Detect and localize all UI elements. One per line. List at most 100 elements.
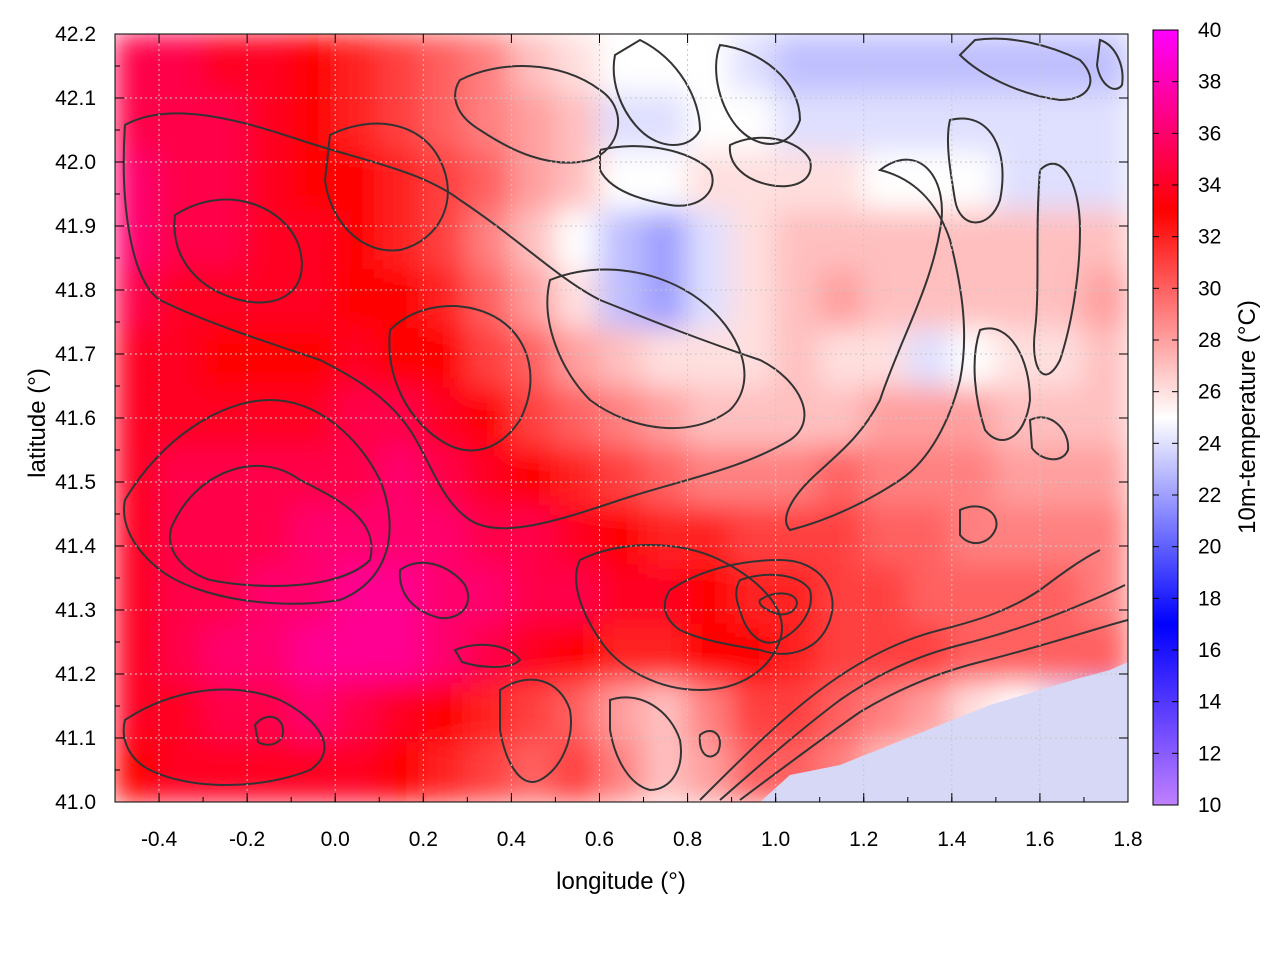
heatmap-cell <box>422 328 469 390</box>
heatmap-cell <box>378 328 425 390</box>
heatmap-cell <box>378 210 425 272</box>
heatmap-cell <box>158 151 205 213</box>
contour-line <box>398 561 470 620</box>
heatmap-cell <box>598 505 645 567</box>
heatmap-cell <box>510 623 557 685</box>
heatmap-cell <box>730 151 777 213</box>
x-tick-label: 0.2 <box>409 828 438 851</box>
heatmap-cell <box>730 210 777 272</box>
heatmap-cell <box>554 623 601 685</box>
heatmap-cell <box>115 210 161 272</box>
colorbar-tick-label: 12 <box>1198 742 1221 765</box>
heatmap-cell <box>1082 210 1128 272</box>
heatmap-cell <box>466 269 513 331</box>
heatmap-cell <box>1082 328 1128 390</box>
heatmap-cell <box>642 210 689 272</box>
heatmap-cell <box>115 446 161 508</box>
heatmap-cell <box>818 92 865 154</box>
heatmap-cell <box>950 387 997 449</box>
heatmap-cell <box>290 269 337 331</box>
y-tick-label: 41.3 <box>55 599 96 622</box>
heatmap-cell <box>686 564 733 626</box>
heatmap-cell <box>334 328 381 390</box>
heatmap-cell <box>202 682 249 744</box>
heatmap-cell <box>466 92 513 154</box>
heatmap-cell <box>115 505 161 567</box>
contour-line <box>698 730 721 758</box>
heatmap-cell <box>1038 446 1085 508</box>
heatmap-cell <box>554 92 601 154</box>
heatmap-cell <box>818 446 865 508</box>
heatmap-cell <box>774 210 821 272</box>
heatmap-cell <box>158 623 205 685</box>
x-tick-label: 1.0 <box>761 828 790 851</box>
heatmap-cell <box>1082 446 1128 508</box>
contour-line <box>719 584 1126 801</box>
heatmap-cell <box>115 151 161 213</box>
heatmap-cell <box>378 92 425 154</box>
heatmap-cell <box>158 682 205 744</box>
contour-line <box>173 198 303 304</box>
heatmap-cell <box>642 505 689 567</box>
contour-line <box>739 619 1128 801</box>
heatmap-cell <box>642 564 689 626</box>
heatmap-cell <box>686 92 733 154</box>
heatmap-cell <box>334 151 381 213</box>
colorbar-tick-label: 38 <box>1198 71 1221 94</box>
colorbar-tick-label: 28 <box>1198 329 1221 352</box>
colorbar-tick-label: 26 <box>1198 381 1221 404</box>
heatmap-cell <box>818 151 865 213</box>
heatmap-cell <box>510 446 557 508</box>
heatmap-cell <box>642 34 689 95</box>
heatmap-cell <box>378 564 425 626</box>
colorbar-tick-label: 18 <box>1198 587 1221 610</box>
heatmap-cell <box>686 446 733 508</box>
heatmap-cell <box>906 328 953 390</box>
heatmap-cell <box>554 682 601 744</box>
heatmap-cell <box>730 269 777 331</box>
colorbar-tick-label: 24 <box>1198 432 1222 455</box>
heatmap-cell <box>598 446 645 508</box>
heatmap-cell <box>246 741 293 802</box>
heatmap-cell <box>422 682 469 744</box>
heatmap-cell <box>686 210 733 272</box>
contour-line <box>728 136 812 188</box>
y-tick-label: 41.8 <box>55 279 96 302</box>
heatmap-cell <box>686 269 733 331</box>
heatmap-cell <box>290 682 337 744</box>
sea-region <box>760 662 1128 802</box>
heatmap-cell <box>378 623 425 685</box>
heatmap-cell <box>950 446 997 508</box>
heatmap-cell <box>290 328 337 390</box>
heatmap-cell <box>290 446 337 508</box>
heatmap-cell <box>774 564 821 626</box>
heatmap-cell <box>598 269 645 331</box>
contour-line <box>253 715 285 746</box>
heatmap-cell <box>158 34 205 95</box>
y-tick-label: 41.0 <box>55 791 96 814</box>
heatmap-cell <box>774 505 821 567</box>
heatmap-cell <box>906 446 953 508</box>
heatmap-cell <box>378 741 425 802</box>
heatmap-cell <box>334 269 381 331</box>
contour-lines <box>122 37 1128 801</box>
colorbar-tick-label: 10 <box>1198 794 1221 817</box>
contour-line <box>735 573 812 644</box>
heatmap-cell <box>115 269 161 331</box>
heatmap-cell <box>1082 505 1128 567</box>
x-tick-label: 0.4 <box>497 828 527 851</box>
heatmap-cell <box>290 151 337 213</box>
heatmap-cell <box>246 151 293 213</box>
heatmap-cell <box>246 505 293 567</box>
heatmap-cell <box>1082 151 1128 213</box>
x-tick-label: 1.6 <box>1025 828 1054 851</box>
x-tick-label: -0.2 <box>229 828 265 851</box>
heatmap-cell <box>422 741 469 802</box>
contour-line <box>546 268 746 430</box>
x-tick-label: 1.4 <box>937 828 967 851</box>
heatmap-cell <box>862 269 909 331</box>
contour-line <box>785 158 966 532</box>
heatmap-cell <box>554 505 601 567</box>
heatmap-cell <box>994 505 1041 567</box>
heatmap-cell <box>334 682 381 744</box>
